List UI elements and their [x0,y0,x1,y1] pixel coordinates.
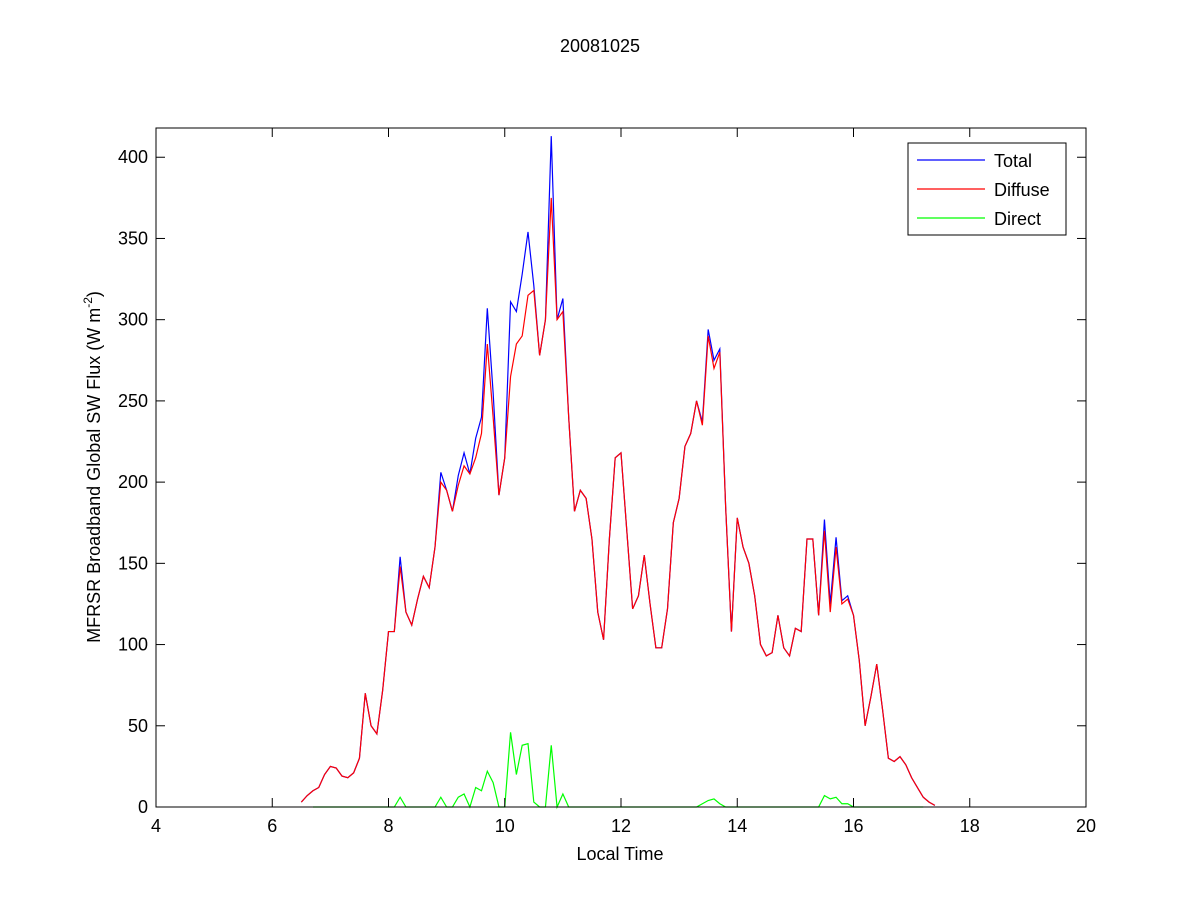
x-axis-label: Local Time [576,844,663,864]
x-tick-label: 20 [1076,816,1096,836]
y-tick-label: 50 [128,716,148,736]
y-tick-label: 0 [138,797,148,817]
x-tick-label: 10 [495,816,515,836]
y-tick-label: 200 [118,472,148,492]
y-tick-label: 250 [118,391,148,411]
y-axis-label-text: MFRSR Broadband Global SW Flux (W m [84,308,104,643]
x-tick-label: 4 [151,816,161,836]
x-tick-label: 18 [960,816,980,836]
legend-label: Total [994,151,1032,171]
x-tick-label: 16 [843,816,863,836]
chart-title: 20081025 [560,36,640,56]
y-tick-label: 100 [118,635,148,655]
y-tick-label: 400 [118,147,148,167]
legend-label: Diffuse [994,180,1050,200]
y-tick-label: 300 [118,310,148,330]
x-tick-label: 8 [383,816,393,836]
series-line [300,197,936,806]
legend-label: Direct [994,209,1041,229]
y-axis-label-sup: -2 [81,297,95,308]
legend: Total Diffuse Direct [907,142,1067,236]
y-tick-label: 350 [118,228,148,248]
y-tick-label: 150 [118,553,148,573]
y-axis-label-end: ) [84,291,104,297]
y-axis-label: MFRSR Broadband Global SW Flux (W m-2) [81,291,104,643]
x-tick-label: 12 [611,816,631,836]
x-tick-label: 14 [727,816,747,836]
x-tick-label: 6 [267,816,277,836]
